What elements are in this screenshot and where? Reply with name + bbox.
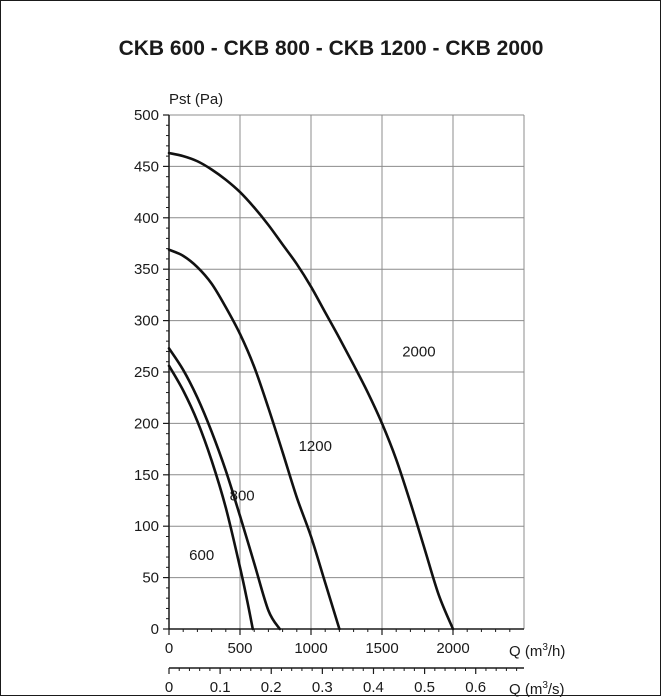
x-tick-label: 1000	[294, 640, 327, 657]
x-tick-label: 1500	[365, 640, 398, 657]
axes: 0 50 100 150 200 250 300 350 400 450 500 0 500 1000 15…	[134, 107, 524, 696]
y-tick-label: 50	[142, 570, 159, 587]
x-tick-label: 0	[165, 640, 173, 657]
curves	[167, 151, 455, 631]
chart-title: CKB 600 - CKB 800 - CKB 1200 - CKB 2000	[119, 37, 544, 60]
x2-tick-label: 0.4	[363, 679, 384, 696]
curve-label-1200: 1200	[299, 438, 332, 455]
x-axis-label: Q (m3/h)	[509, 642, 565, 660]
x2-tick-label: 0.6	[465, 679, 486, 696]
y-tick-label: 0	[151, 621, 159, 638]
y-tick-label: 300	[134, 313, 159, 330]
curve-800	[167, 347, 282, 631]
y-axis-label: Pst (Pa)	[169, 91, 223, 108]
x2-tick-label: 0.1	[210, 679, 231, 696]
x2-axis-label: Q (m3/s)	[509, 680, 565, 697]
y-tick-label: 150	[134, 467, 159, 484]
y-tick-label: 200	[134, 415, 159, 432]
y-tick-label: 350	[134, 261, 159, 278]
grid	[168, 114, 525, 630]
curve-label-2000: 2000	[402, 343, 435, 360]
y-tick-label: 250	[134, 364, 159, 381]
x2-tick-label: 0.3	[312, 679, 333, 696]
x-tick-label: 2000	[436, 640, 469, 657]
curve-label-600: 600	[189, 547, 214, 564]
y-tick-label: 450	[134, 158, 159, 175]
x2-tick-label: 0.5	[414, 679, 435, 696]
x2-tick-label: 0	[165, 679, 173, 696]
x2-tick-label: 0.2	[261, 679, 282, 696]
curve-labels: 600 800 1200 2000	[189, 343, 435, 564]
curve-label-800: 800	[230, 487, 255, 504]
curve-600	[167, 364, 255, 631]
y-tick-label: 400	[134, 210, 159, 227]
x-tick-label: 500	[227, 640, 252, 657]
y-tick-label: 500	[134, 107, 159, 124]
curve-1200	[167, 248, 341, 631]
y-tick-label: 100	[134, 518, 159, 535]
curve-2000	[167, 151, 455, 631]
